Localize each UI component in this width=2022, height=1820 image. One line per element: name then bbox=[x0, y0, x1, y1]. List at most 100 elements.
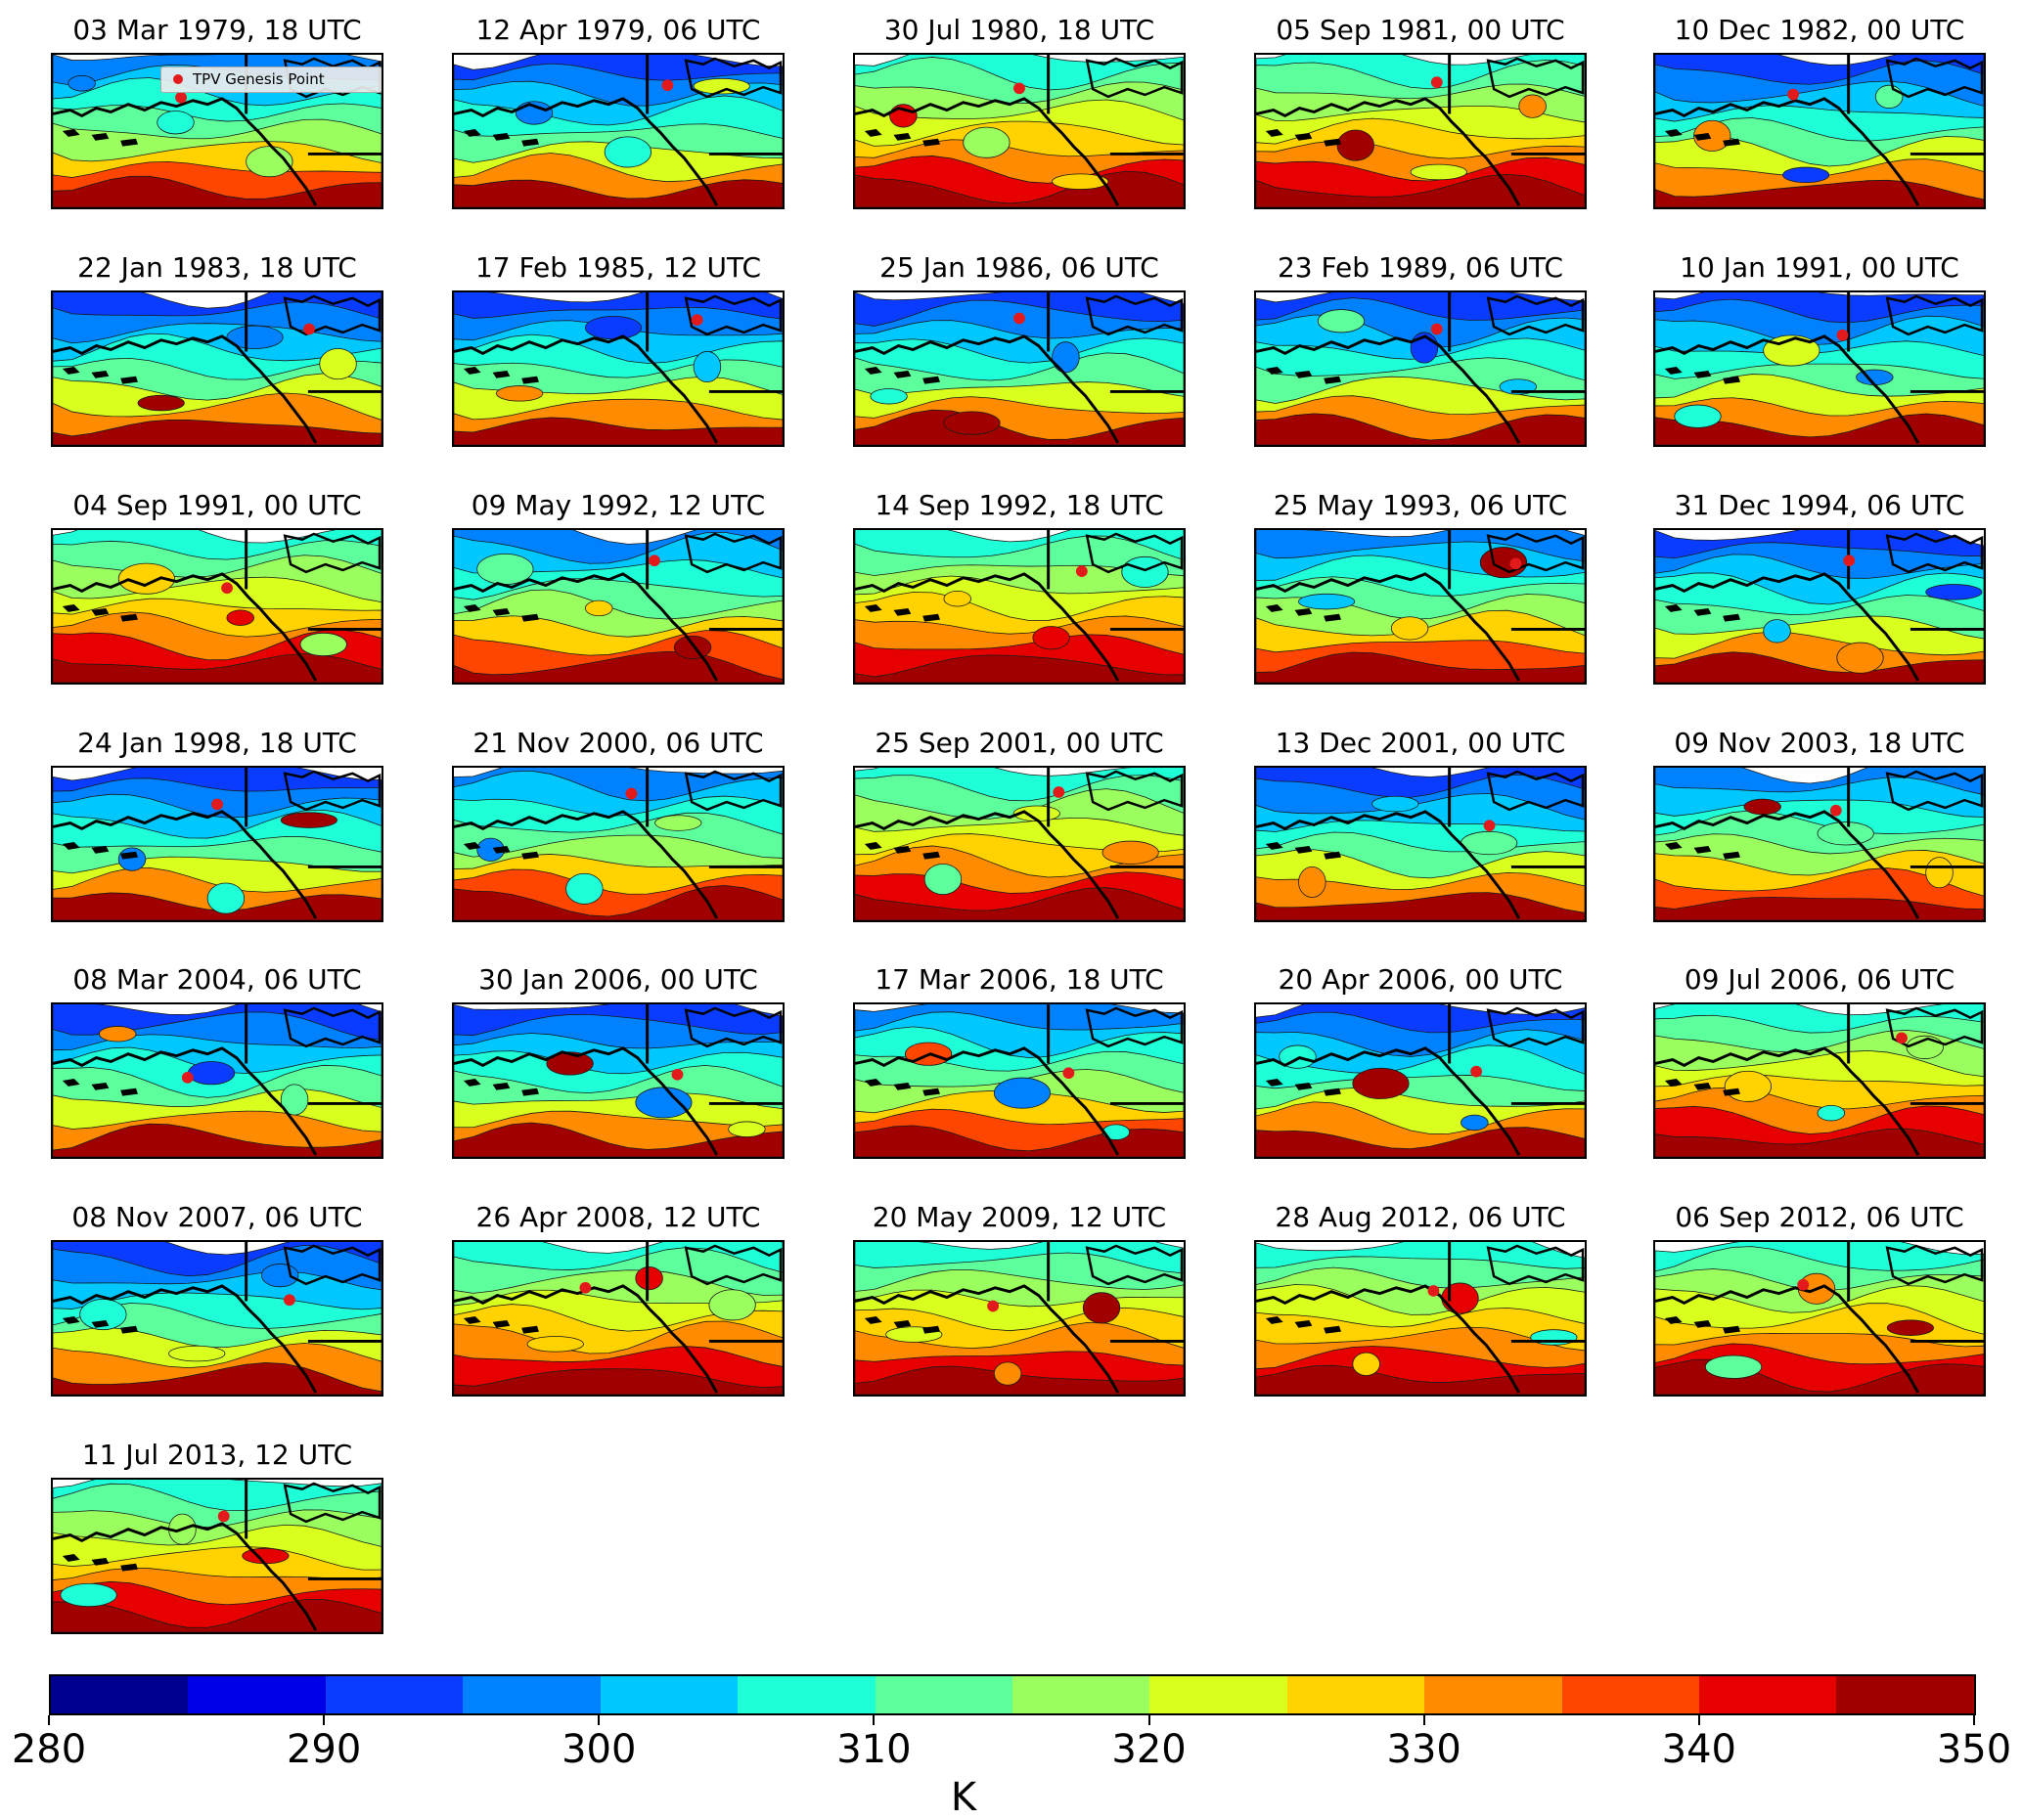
islands bbox=[1265, 129, 1341, 147]
theta-contour-blob bbox=[1925, 584, 1983, 600]
arctic-coastline bbox=[1885, 770, 1984, 812]
panel-title: 10 Dec 1982, 00 UTC bbox=[1674, 14, 1965, 46]
map-panel: 14 Sep 1992, 18 UTC bbox=[853, 489, 1186, 685]
coastline bbox=[855, 810, 1120, 919]
theta-map bbox=[1653, 1240, 1986, 1397]
islands bbox=[62, 1316, 138, 1334]
panel-title: 13 Dec 2001, 00 UTC bbox=[1275, 727, 1566, 759]
arctic-coastline bbox=[1486, 1006, 1585, 1048]
coastline bbox=[855, 97, 1120, 206]
islands bbox=[463, 1079, 539, 1096]
theta-contour-blob bbox=[943, 591, 971, 607]
theta-contour-blob bbox=[1743, 798, 1781, 816]
theta-contour-band bbox=[1655, 897, 1984, 920]
colorbar-tick bbox=[1973, 1715, 1975, 1725]
theta-contour-band bbox=[1256, 1364, 1585, 1395]
tpv-genesis-point bbox=[1843, 555, 1856, 567]
colorbar-tick-label: 340 bbox=[1661, 1727, 1737, 1772]
theta-contour-blob bbox=[1101, 840, 1159, 865]
theta-map bbox=[853, 290, 1186, 447]
tpv-genesis-point bbox=[211, 798, 223, 811]
theta-contour-blob bbox=[693, 77, 750, 95]
theta-contour-blob bbox=[728, 1121, 766, 1137]
coastline bbox=[53, 572, 318, 682]
tpv-genesis-point bbox=[1470, 1065, 1483, 1078]
theta-contour-band bbox=[53, 653, 382, 683]
tpv-genesis-point bbox=[671, 1068, 684, 1081]
theta-contour-blob bbox=[1317, 309, 1366, 333]
panel-title: 05 Sep 1981, 00 UTC bbox=[1276, 14, 1565, 46]
theta-map: TPV Genesis Point bbox=[51, 53, 383, 209]
tpv-genesis-point bbox=[987, 1300, 1000, 1312]
theta-contour-blob bbox=[654, 815, 702, 831]
theta-contour-blob bbox=[693, 351, 722, 383]
coastline bbox=[1256, 572, 1521, 682]
theta-contour-blob bbox=[117, 562, 175, 595]
map-panel: 03 Mar 1979, 18 UTC TPV Genesis Point bbox=[51, 14, 383, 209]
theta-map bbox=[51, 290, 383, 447]
theta-contour-blob bbox=[1460, 1114, 1489, 1132]
panel-title: 24 Jan 1998, 18 UTC bbox=[77, 727, 357, 759]
panel-title: 30 Jul 1980, 18 UTC bbox=[883, 14, 1155, 46]
theta-map bbox=[1653, 290, 1986, 447]
colorbar-segment bbox=[325, 1676, 464, 1713]
islands bbox=[864, 367, 940, 384]
colorbar-segment bbox=[600, 1676, 739, 1713]
colorbar-tick-label: 350 bbox=[1936, 1727, 2012, 1772]
theta-contour-blob bbox=[1352, 1067, 1410, 1099]
tpv-genesis-point bbox=[175, 91, 187, 104]
map-panel: 09 Nov 2003, 18 UTC bbox=[1653, 727, 1986, 922]
map-panel: 17 Feb 1985, 12 UTC bbox=[452, 251, 785, 447]
islands bbox=[1664, 1079, 1740, 1096]
theta-contour-blob bbox=[280, 1084, 309, 1116]
theta-contour-band bbox=[454, 1368, 783, 1395]
islands bbox=[463, 604, 539, 622]
arctic-coastline bbox=[1085, 770, 1184, 812]
theta-contour-band bbox=[53, 175, 382, 207]
islands bbox=[1664, 604, 1740, 622]
arctic-coastline bbox=[283, 532, 382, 574]
islands bbox=[62, 367, 138, 384]
panel-title: 04 Sep 1991, 00 UTC bbox=[72, 489, 362, 521]
theta-map bbox=[1254, 1002, 1587, 1159]
colorbar-segment bbox=[1561, 1676, 1700, 1713]
map-panel: 25 Jan 1986, 06 UTC bbox=[853, 251, 1186, 447]
theta-contour-blob bbox=[1052, 341, 1080, 374]
theta-contour-blob bbox=[67, 75, 96, 92]
tpv-genesis-point bbox=[217, 1510, 230, 1523]
theta-contour-blob bbox=[1925, 857, 1954, 889]
panel-title: 20 Apr 2006, 00 UTC bbox=[1278, 963, 1563, 996]
theta-map bbox=[1653, 766, 1986, 922]
theta-contour-band bbox=[454, 1122, 783, 1157]
coastline bbox=[1655, 97, 1920, 206]
theta-map bbox=[1653, 1002, 1986, 1159]
theta-contour-blob bbox=[565, 872, 604, 905]
arctic-coastline bbox=[283, 1006, 382, 1048]
panel-title: 09 May 1992, 12 UTC bbox=[471, 489, 766, 521]
panel-title: 28 Aug 2012, 06 UTC bbox=[1275, 1201, 1566, 1233]
theta-map bbox=[51, 766, 383, 922]
arctic-coastline bbox=[684, 532, 783, 574]
tpv-genesis-point bbox=[1427, 1285, 1440, 1297]
theta-contour-band bbox=[855, 654, 1184, 683]
legend-label: TPV Genesis Point bbox=[193, 70, 325, 88]
coastline bbox=[1256, 810, 1521, 919]
tpv-genesis-point bbox=[1483, 820, 1496, 832]
theta-contour-blob bbox=[299, 632, 347, 657]
islands bbox=[1265, 1079, 1341, 1096]
theta-contour-blob bbox=[99, 1026, 137, 1043]
theta-contour-blob bbox=[993, 1077, 1052, 1109]
panel-title: 03 Mar 1979, 18 UTC bbox=[72, 14, 362, 46]
theta-contour-band bbox=[1256, 413, 1585, 445]
islands bbox=[62, 604, 138, 622]
coastline bbox=[1256, 1284, 1521, 1394]
islands bbox=[463, 842, 539, 860]
theta-contour-blob bbox=[242, 1547, 290, 1565]
arctic-coastline bbox=[1085, 294, 1184, 336]
theta-contour-blob bbox=[585, 599, 613, 617]
coastline bbox=[454, 334, 719, 444]
theta-contour-blob bbox=[1441, 1282, 1479, 1314]
colorbar-tick bbox=[1697, 1715, 1700, 1725]
theta-map bbox=[1254, 53, 1587, 209]
panel-title: 08 Mar 2004, 06 UTC bbox=[72, 963, 362, 996]
